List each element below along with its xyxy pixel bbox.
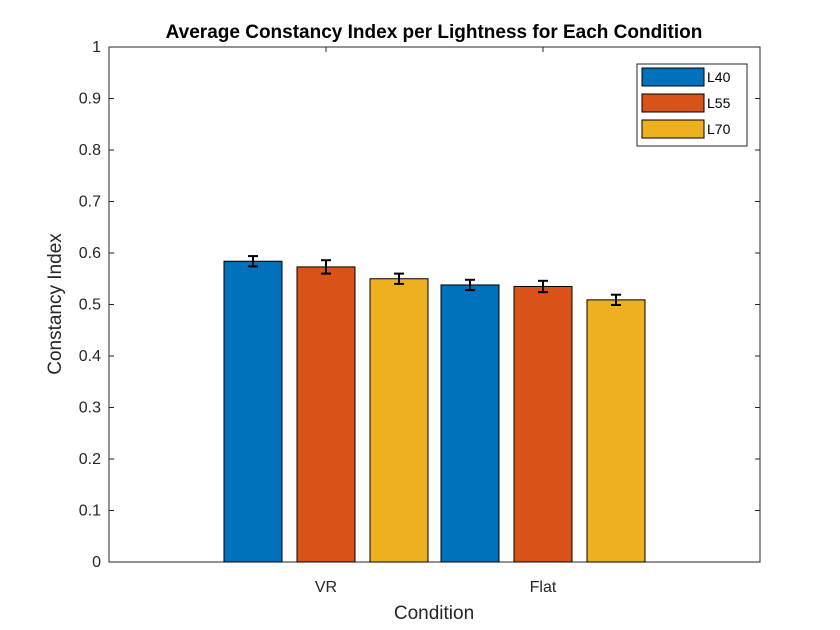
legend-swatch-l40 xyxy=(641,67,705,87)
bar-l70-flat xyxy=(586,299,646,563)
y-tick-label: 0 xyxy=(92,554,101,571)
y-tick-label: 1 xyxy=(92,39,101,56)
y-axis-label: Constancy Index xyxy=(45,233,66,375)
legend-label-l70: L70 xyxy=(707,121,731,137)
error-bar-l55-vr xyxy=(321,259,331,275)
y-tick-label: 0.1 xyxy=(79,503,101,520)
legend-label-l40: L40 xyxy=(707,69,731,85)
y-tick-label: 0.2 xyxy=(79,451,101,468)
y-tick-label: 0.4 xyxy=(79,348,101,365)
y-tick-label: 0.5 xyxy=(79,297,101,314)
y-tick-label: 0.8 xyxy=(79,142,101,159)
legend-swatch-l55 xyxy=(641,93,705,113)
y-tick-label: 0.6 xyxy=(79,245,101,262)
error-bar-l70-vr xyxy=(394,272,404,285)
chart-title: Average Constancy Index per Lightness fo… xyxy=(166,22,703,43)
x-axis-label: Condition xyxy=(394,603,474,624)
error-bar-l40-vr xyxy=(248,255,258,268)
y-tick-label: 0.9 xyxy=(79,91,101,108)
error-bar-l55-flat xyxy=(538,279,548,294)
plot-area: 0 0.1 0.2 0.3 0.4 0.5 0.6 0.7 0.8 0.9 1 VR Flat L40 L5… xyxy=(79,39,761,596)
error-bar-l70-flat xyxy=(611,293,621,307)
x-tick-label: VR xyxy=(315,579,337,596)
bar-l55-vr xyxy=(296,266,356,563)
legend: L40 L55 L70 xyxy=(636,63,748,147)
legend-label-l55: L55 xyxy=(707,95,731,111)
bar-l40-flat xyxy=(440,284,500,563)
y-tick-label: 0.3 xyxy=(79,400,101,417)
y-tick-label: 0.7 xyxy=(79,194,101,211)
bar-l40-vr xyxy=(223,260,283,563)
bar-l70-vr xyxy=(369,278,429,563)
bar-l55-flat xyxy=(513,285,573,563)
x-tick-label: Flat xyxy=(530,579,557,596)
error-bar-l40-flat xyxy=(465,278,475,292)
legend-swatch-l70 xyxy=(641,119,705,139)
